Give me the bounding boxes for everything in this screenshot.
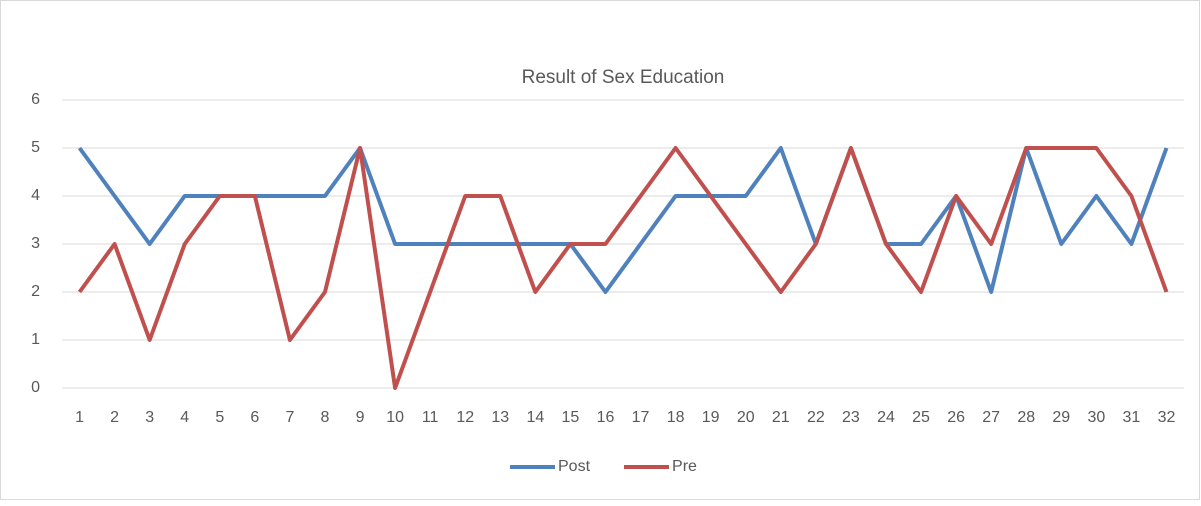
x-tick-label: 3 xyxy=(145,409,154,426)
y-tick-label: 5 xyxy=(31,139,40,156)
x-tick-label: 32 xyxy=(1158,409,1176,426)
x-tick-label: 22 xyxy=(807,409,825,426)
x-tick-label: 7 xyxy=(285,409,294,426)
x-tick-label: 28 xyxy=(1017,409,1035,426)
x-tick-label: 2 xyxy=(110,409,119,426)
series-line xyxy=(77,146,1169,390)
x-tick-label: 20 xyxy=(737,409,755,426)
x-tick-label: 26 xyxy=(947,409,965,426)
x-tick-label: 25 xyxy=(912,409,930,426)
y-tick-label: 0 xyxy=(31,379,40,396)
x-tick-label: 31 xyxy=(1123,409,1141,426)
y-tick-label: 3 xyxy=(31,235,40,252)
x-tick-label: 30 xyxy=(1087,409,1105,426)
x-tick-label: 11 xyxy=(422,409,439,426)
x-tick-label: 18 xyxy=(667,409,685,426)
series-line xyxy=(77,146,1169,294)
x-tick-label: 6 xyxy=(250,409,259,426)
x-tick-label: 15 xyxy=(562,409,580,426)
y-tick-label: 2 xyxy=(31,283,40,300)
x-tick-label: 13 xyxy=(491,409,509,426)
x-tick-label: 23 xyxy=(842,409,860,426)
chart-title: Result of Sex Education xyxy=(522,67,725,88)
x-tick-label: 14 xyxy=(526,409,544,426)
x-tick-label: 24 xyxy=(877,409,895,426)
x-tick-label: 5 xyxy=(215,409,224,426)
y-tick-label: 1 xyxy=(31,331,40,348)
x-tick-label: 16 xyxy=(597,409,615,426)
x-tick-label: 27 xyxy=(982,409,1000,426)
y-tick-label: 4 xyxy=(31,187,40,204)
x-tick-label: 12 xyxy=(456,409,474,426)
x-tick-label: 21 xyxy=(772,409,790,426)
legend-label: Pre xyxy=(672,458,697,475)
x-tick-label: 29 xyxy=(1052,409,1070,426)
x-tick-label: 1 xyxy=(75,409,84,426)
x-tick-label: 8 xyxy=(321,409,330,426)
x-tick-label: 10 xyxy=(386,409,404,426)
x-tick-label: 19 xyxy=(702,409,720,426)
y-tick-label: 6 xyxy=(31,91,40,108)
legend-label: Post xyxy=(558,458,591,475)
x-tick-label: 9 xyxy=(356,409,365,426)
x-tick-label: 4 xyxy=(180,409,189,426)
x-tick-label: 17 xyxy=(632,409,650,426)
